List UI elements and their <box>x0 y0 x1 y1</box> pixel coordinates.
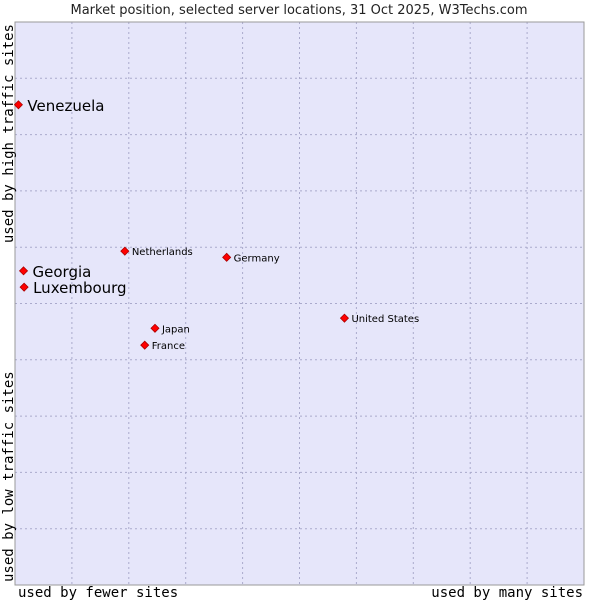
grid-lines <box>15 22 584 585</box>
point-marker-france <box>140 340 150 350</box>
point-japan: Japan <box>150 323 190 335</box>
point-label-venezuela: Venezuela <box>27 97 104 115</box>
point-label-france: France <box>152 341 185 352</box>
point-georgia: Georgia <box>18 263 92 281</box>
point-united-states: United States <box>339 313 419 325</box>
plot-border <box>14 21 585 586</box>
point-marker-united-states <box>339 313 350 323</box>
point-label-netherlands: Netherlands <box>132 247 193 258</box>
point-venezuela: Venezuela <box>13 97 104 115</box>
point-label-united-states: United States <box>351 314 419 325</box>
point-marker-georgia <box>18 266 29 276</box>
point-label-georgia: Georgia <box>33 263 92 281</box>
x-axis-label-left: used by fewer sites <box>18 585 178 600</box>
point-label-germany: Germany <box>234 253 280 264</box>
point-marker-germany <box>222 252 232 262</box>
x-axis-label-right: used by many sites <box>431 585 583 600</box>
chart-title: Market position, selected server locatio… <box>70 3 527 18</box>
y-axis-label-bottom: used by low traffic sites <box>1 371 17 582</box>
point-france: France <box>140 340 185 352</box>
point-marker-luxembourg <box>19 282 29 292</box>
point-marker-japan <box>150 323 160 333</box>
point-netherlands: Netherlands <box>120 246 193 258</box>
point-marker-netherlands <box>120 246 130 256</box>
point-luxembourg: Luxembourg <box>19 279 127 297</box>
y-axis-label-top: used by high traffic sites <box>1 24 17 243</box>
point-label-japan: Japan <box>161 324 190 335</box>
point-label-luxembourg: Luxembourg <box>33 279 127 297</box>
point-germany: Germany <box>222 252 280 264</box>
point-marker-venezuela <box>13 100 23 110</box>
